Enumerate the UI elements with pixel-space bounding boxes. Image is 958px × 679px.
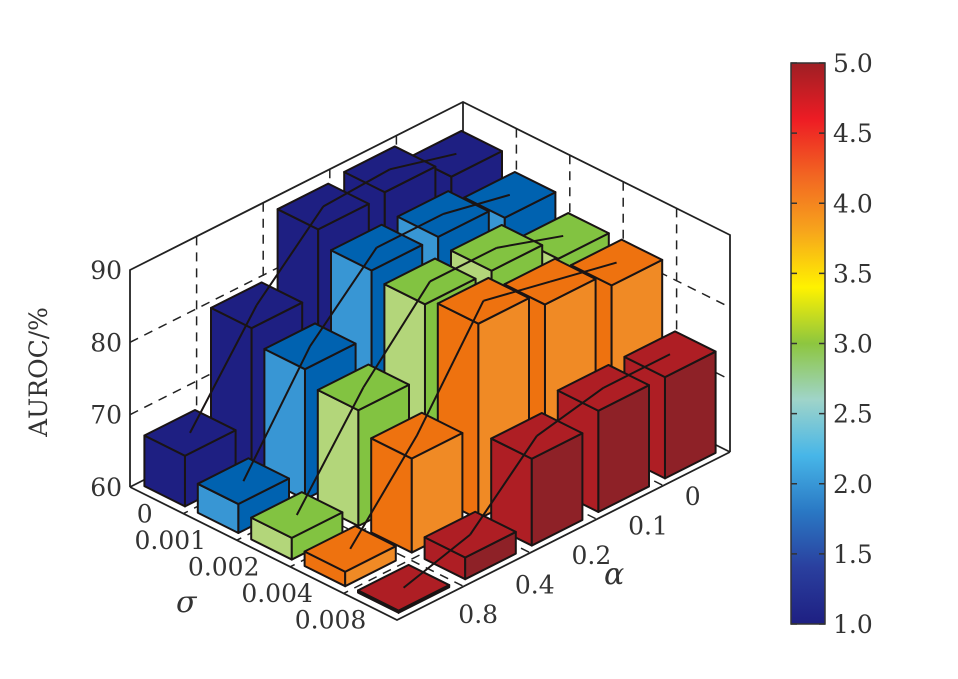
series-line-segment <box>189 304 258 434</box>
floor-front-edges <box>129 451 731 622</box>
series-line-segment <box>322 168 391 208</box>
series-line-segment <box>242 345 311 482</box>
z-tick-label: 90 <box>90 256 122 285</box>
series-line-segment <box>389 152 457 171</box>
series-line-segment <box>549 261 617 283</box>
bar-face-top <box>196 457 290 506</box>
colorbar-tick-label: 4.5 <box>833 119 873 148</box>
bar <box>370 300 485 554</box>
alpha-tick-label: 0 <box>685 482 701 511</box>
alpha-tick-label: 0.1 <box>628 511 668 540</box>
series-line-segment <box>483 280 551 302</box>
bar-face-top <box>303 524 397 573</box>
series-line-segment <box>536 387 604 437</box>
series-line-segment <box>402 533 471 589</box>
alpha-tick-label: 0.8 <box>458 600 498 629</box>
series-line-segment <box>415 300 485 437</box>
z-tick-label: 80 <box>90 328 122 357</box>
series-line-segment <box>309 247 378 347</box>
bars <box>143 129 717 614</box>
colorbar-tick-label: 3.0 <box>833 330 873 359</box>
series-line-segment <box>469 435 538 536</box>
z-tick-label: 60 <box>90 473 122 502</box>
alpha-tick-label: 0.4 <box>515 571 555 600</box>
series-line-segment <box>349 435 418 550</box>
colorbar-tick-label: 1.5 <box>833 540 873 569</box>
sigma-tick-label: 0 <box>137 499 153 528</box>
sigma-tick-label: 0.001 <box>135 526 207 555</box>
series-line-segment <box>295 386 365 516</box>
sigma-tick-label: 0.002 <box>188 553 260 582</box>
colorbar-ticks: 1.0 1.5 2.0 2.5 3.0 3.5 4.0 4.5 5.0 <box>791 49 873 639</box>
colorbar-tick-label: 4.0 <box>833 189 873 218</box>
z-axis-label: AUROC/% <box>24 307 53 438</box>
bar-face-top <box>463 170 557 219</box>
sigma-tick-label: 0.004 <box>241 579 313 608</box>
colorbar-tick-label: 2.5 <box>833 400 873 429</box>
bar <box>490 387 604 547</box>
bar <box>357 533 471 614</box>
sigma-tick-label: 0.008 <box>295 606 367 635</box>
series-line-segment <box>376 213 444 249</box>
colorbar-tick-label: 5.0 <box>833 49 873 78</box>
series-line-segment <box>442 193 511 215</box>
bar <box>250 386 365 561</box>
z-tick-label: 70 <box>90 401 122 430</box>
tick-labels: 6070809000.0010.0020.0040.00800.10.20.40… <box>90 256 700 635</box>
series-line-segment <box>496 234 564 249</box>
alpha-tick-label: 0.2 <box>572 541 612 570</box>
gridline-floor <box>343 424 677 595</box>
colorbar-tick-label: 1.0 <box>833 610 873 639</box>
sigma-axis-label: σ <box>176 585 198 620</box>
series-line-segment <box>255 205 325 306</box>
colorbar-tick-label: 2.0 <box>833 470 873 499</box>
bar <box>303 435 418 588</box>
colorbar-tick-label: 3.5 <box>833 259 873 288</box>
alpha-axis-label: α <box>604 557 624 592</box>
series-line-segment <box>362 280 431 388</box>
series-line-segment <box>429 246 498 283</box>
series-line-segment <box>602 353 671 389</box>
